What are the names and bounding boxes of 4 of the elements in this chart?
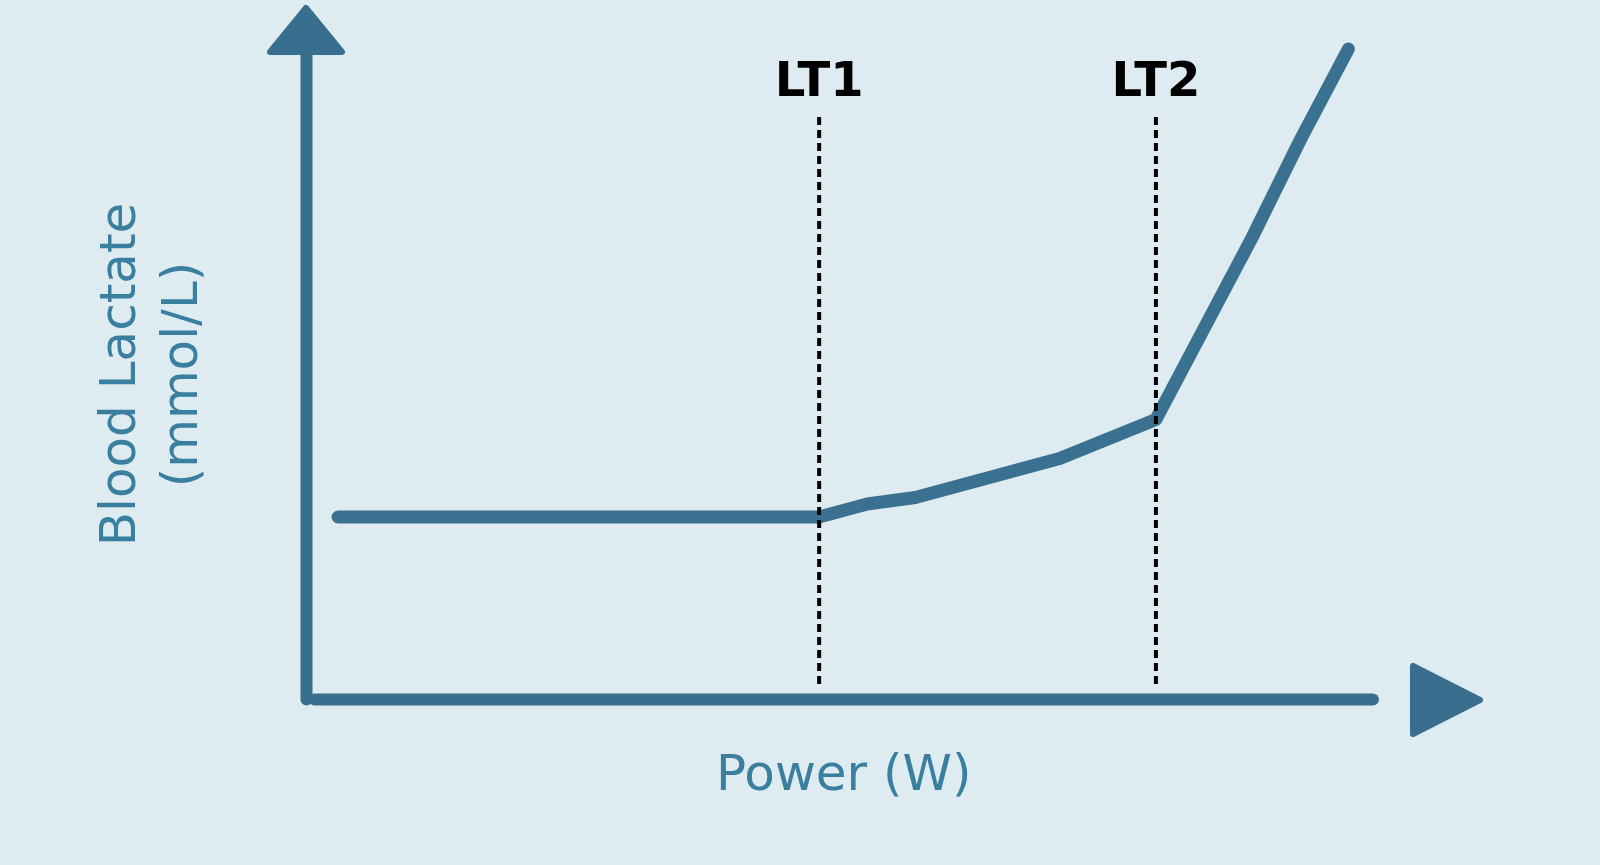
annotation: LT1 xyxy=(774,51,864,107)
y-axis-title: Blood Lactate (mmol/L) xyxy=(88,202,209,547)
x-axis-title: Power (W) xyxy=(715,743,972,802)
annotation: LT2 xyxy=(1111,51,1201,107)
